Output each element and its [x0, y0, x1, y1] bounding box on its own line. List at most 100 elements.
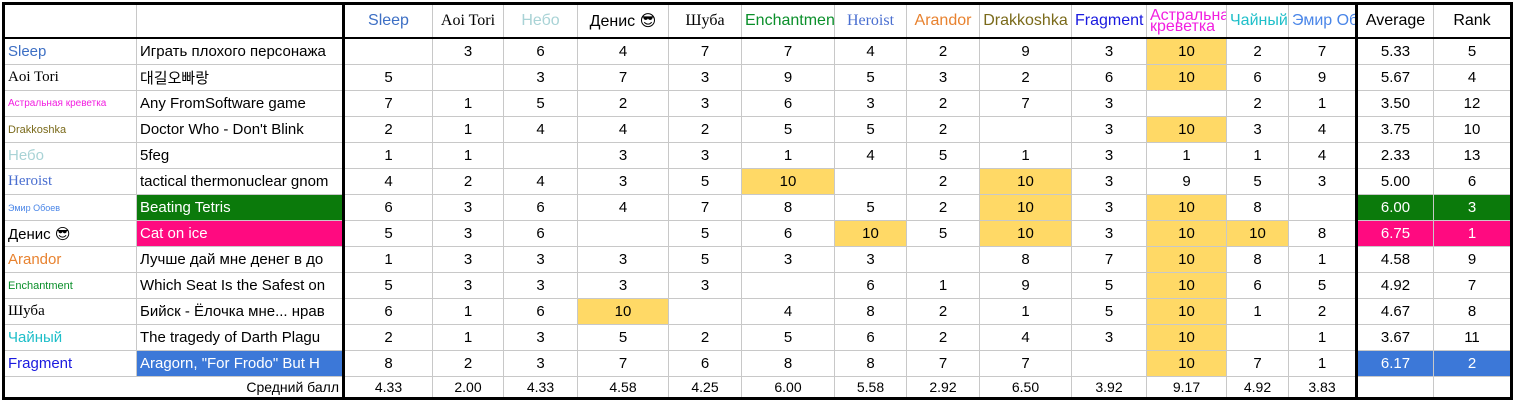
- score: 2: [906, 194, 980, 221]
- score: 7: [577, 350, 669, 377]
- score: 8: [979, 246, 1072, 273]
- row: Средний балл 4.33 2.00 4.33 4.58 4.25 6.00 5.58…: [3, 376, 1512, 399]
- score: 5: [343, 220, 433, 247]
- score: 6: [343, 194, 433, 221]
- score: 2: [668, 324, 742, 351]
- participant-name: Arandor: [3, 246, 137, 273]
- score: 10: [741, 168, 835, 195]
- score: 7: [1226, 350, 1289, 377]
- corner: [3, 3, 137, 39]
- participant-name: Чайный: [3, 324, 137, 351]
- score: 3: [1226, 116, 1289, 143]
- score: 7: [1071, 246, 1147, 273]
- score: 10: [1146, 350, 1227, 377]
- rank: 12: [1433, 90, 1512, 117]
- rank: 4: [1433, 64, 1512, 91]
- score: 7: [741, 37, 835, 65]
- score: 2: [432, 168, 504, 195]
- score: 6: [1071, 64, 1147, 91]
- score: 3: [1288, 168, 1358, 195]
- score: 10: [1146, 272, 1227, 299]
- score: 2: [906, 37, 980, 65]
- score: 5: [1226, 168, 1289, 195]
- score: 3: [1071, 220, 1147, 247]
- entry: The tragedy of Darth Plagu: [136, 324, 345, 351]
- score: 5: [577, 324, 669, 351]
- rank-header: Rank: [1433, 3, 1512, 39]
- entry: Бийск - Ёлочка мне... нрав: [136, 298, 345, 325]
- score: 1: [741, 142, 835, 169]
- score: 3: [668, 64, 742, 91]
- score: 5: [343, 272, 433, 299]
- score: 3: [834, 246, 907, 273]
- average: 6.17: [1356, 350, 1434, 377]
- score: 8: [741, 350, 835, 377]
- participant-name: Денис 😎: [3, 220, 137, 247]
- column-average: 6.00: [741, 376, 835, 399]
- score: 8: [343, 350, 433, 377]
- sheet-body: Sleep Aoi Tori Небо Денис 😎 Шуба Enchantment H…: [3, 3, 1512, 399]
- score: 2: [577, 90, 669, 117]
- entry: Cat on ice: [136, 220, 345, 247]
- score: 6: [503, 220, 578, 247]
- average: 5.33: [1356, 37, 1434, 65]
- score: 2: [1288, 298, 1358, 325]
- score: 1: [1288, 90, 1358, 117]
- score: 5: [503, 90, 578, 117]
- score: 10: [979, 220, 1072, 247]
- judge-header: Небо: [503, 3, 578, 39]
- score: 3: [668, 142, 742, 169]
- entry: tactical thermonuclear gnom: [136, 168, 345, 195]
- score: 3: [668, 272, 742, 299]
- score: 4: [1288, 116, 1358, 143]
- participant-name: Астральная креветка: [3, 90, 137, 117]
- score: 5: [1071, 298, 1147, 325]
- rank: 10: [1433, 116, 1512, 143]
- judge-header: Sleep: [343, 3, 433, 39]
- score: 5: [668, 168, 742, 195]
- row: Drakkoshka Doctor Who - Don't Blink 2 1 4 4 2 5…: [3, 116, 1512, 143]
- participant-name: Heroist: [3, 168, 137, 195]
- score: 4: [577, 116, 669, 143]
- entry: Лучше дай мне денег в до: [136, 246, 345, 273]
- score: 3: [577, 246, 669, 273]
- score: [979, 116, 1072, 143]
- score: 4: [503, 116, 578, 143]
- score: 3: [1071, 37, 1147, 65]
- average: 4.92: [1356, 272, 1434, 299]
- score: 10: [1146, 324, 1227, 351]
- entry: Beating Tetris: [136, 194, 345, 221]
- score: 9: [1146, 168, 1227, 195]
- rank: 6: [1433, 168, 1512, 195]
- score: 2: [906, 168, 980, 195]
- score: 4: [741, 298, 835, 325]
- average: 6.75: [1356, 220, 1434, 247]
- rank: 2: [1433, 350, 1512, 377]
- score: 1: [1288, 246, 1358, 273]
- score: 2: [906, 116, 980, 143]
- score: [668, 298, 742, 325]
- judge-header: Денис 😎: [577, 3, 669, 39]
- score: 3: [432, 220, 504, 247]
- score: 10: [1226, 220, 1289, 247]
- score: 6: [1226, 64, 1289, 91]
- entry: 5feg: [136, 142, 345, 169]
- score: 3: [668, 90, 742, 117]
- score: 8: [1288, 220, 1358, 247]
- score: 2: [1226, 90, 1289, 117]
- score: 3: [577, 168, 669, 195]
- rank: 7: [1433, 272, 1512, 299]
- participant-name: Drakkoshka: [3, 116, 137, 143]
- participant-name: Небо: [3, 142, 137, 169]
- participant-name: Sleep: [3, 37, 137, 65]
- average: 2.33: [1356, 142, 1434, 169]
- score: [1071, 350, 1147, 377]
- judge-header: Aoi Tori: [432, 3, 504, 39]
- score: 6: [834, 272, 907, 299]
- score: 10: [1146, 298, 1227, 325]
- score: 2: [906, 90, 980, 117]
- score: 9: [979, 37, 1072, 65]
- score: 1: [432, 324, 504, 351]
- score: 5: [834, 194, 907, 221]
- score: [834, 168, 907, 195]
